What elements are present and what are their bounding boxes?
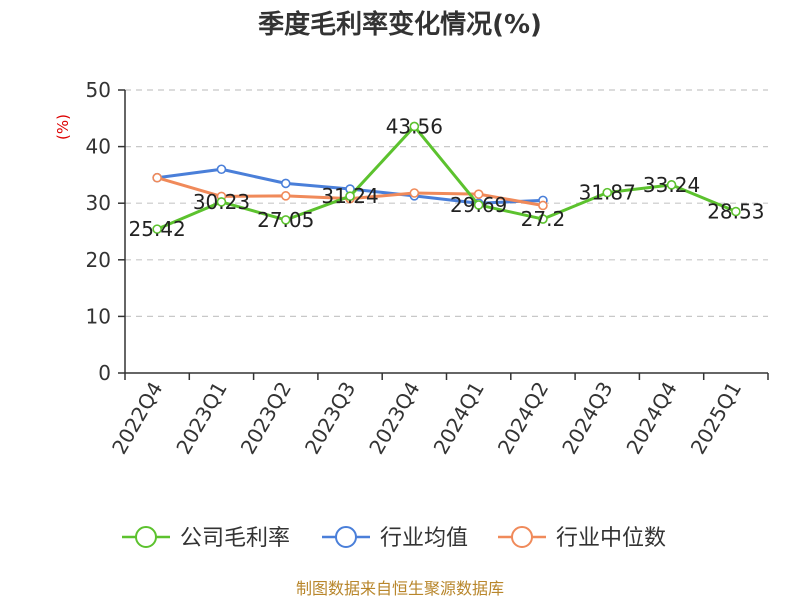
data-label: 25.42 xyxy=(129,217,186,241)
data-point xyxy=(538,214,548,224)
data-label: 29.69 xyxy=(450,193,507,217)
data-point xyxy=(280,191,291,201)
data-point xyxy=(409,188,420,198)
data-point xyxy=(731,206,741,217)
data-point xyxy=(409,121,420,132)
y-tick-labels: 0 10 20 30 40 50 xyxy=(86,78,111,385)
y-tick-label: 30 xyxy=(86,191,111,215)
x-tick-label: 2024Q2 xyxy=(493,378,553,459)
legend-swatch-marker xyxy=(135,526,157,548)
data-labels: 25.42 30.23 27.05 31.24 43.56 29.69 27.2 31.87 3… xyxy=(129,114,765,241)
x-tick-label: 2022Q4 xyxy=(107,378,167,459)
data-point xyxy=(216,197,227,207)
data-label: 43.56 xyxy=(386,114,443,138)
data-point xyxy=(345,191,355,201)
data-point xyxy=(538,200,548,211)
legend-label: 行业中位数 xyxy=(556,526,666,551)
x-tick-label: 2024Q1 xyxy=(429,378,489,459)
series-layer xyxy=(152,121,741,234)
data-label: 31.87 xyxy=(579,181,636,205)
data-point xyxy=(666,180,677,190)
legend-label: 行业均值 xyxy=(380,526,468,551)
data-label: 28.53 xyxy=(707,200,764,224)
y-tick-label: 20 xyxy=(86,248,111,272)
y-tick-label: 10 xyxy=(86,304,111,328)
data-point xyxy=(152,224,162,234)
legend-item[interactable]: 行业均值 xyxy=(322,526,468,551)
data-label: 31.24 xyxy=(321,184,378,208)
x-tick-labels: 2022Q4 2023Q1 2023Q2 2023Q3 2023Q4 2024Q1 2024… xyxy=(107,378,746,459)
y-tick-label: 50 xyxy=(86,78,111,102)
data-point xyxy=(280,215,291,225)
data-label: 30.23 xyxy=(193,190,250,214)
data-label: 27.05 xyxy=(257,208,314,232)
grid-lines xyxy=(125,89,768,317)
chart-title: 季度毛利率变化情况(%) xyxy=(258,9,542,40)
data-label: 27.2 xyxy=(521,207,566,231)
x-tick-label: 2025Q1 xyxy=(686,378,746,459)
y-tick-label: 40 xyxy=(86,135,111,159)
source-note: 制图数据来自恒生聚源数据库 xyxy=(296,579,504,598)
x-tick-label: 2024Q4 xyxy=(621,378,681,459)
data-point xyxy=(216,164,227,175)
x-tick-label: 2023Q4 xyxy=(364,378,424,459)
legend-item[interactable]: 行业中位数 xyxy=(498,526,666,551)
x-tick-label: 2023Q3 xyxy=(300,378,360,459)
y-tick-label: 0 xyxy=(98,361,111,385)
data-point xyxy=(602,187,613,198)
x-tick-label: 2023Q2 xyxy=(236,378,296,459)
legend-label: 公司毛利率 xyxy=(180,526,290,551)
x-tick-label: 2023Q1 xyxy=(171,378,231,459)
data-point xyxy=(473,189,484,199)
legend-swatch-marker xyxy=(335,526,357,548)
legend-item[interactable]: 公司毛利率 xyxy=(122,526,290,551)
data-point xyxy=(473,200,484,210)
y-axis-unit: (%) xyxy=(54,114,72,140)
legend-swatch-marker xyxy=(511,526,533,548)
series-line xyxy=(156,124,737,231)
axes xyxy=(118,89,769,380)
data-label: 33.24 xyxy=(643,173,700,197)
x-tick-label: 2024Q3 xyxy=(557,378,617,459)
data-point xyxy=(280,178,291,189)
legend: 公司毛利率 行业均值 行业中位数 xyxy=(122,526,666,551)
data-point xyxy=(152,172,162,183)
